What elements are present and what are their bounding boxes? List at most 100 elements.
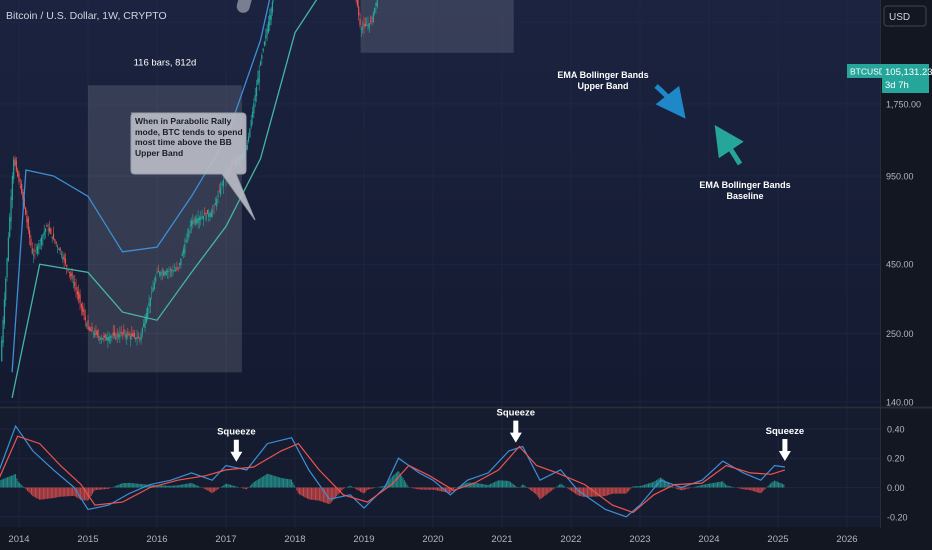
candle-body	[172, 270, 174, 273]
candle-body	[56, 246, 59, 248]
candle-body	[117, 334, 120, 337]
upper-band-annotation: EMA Bollinger Bands Upper Band	[557, 70, 686, 119]
candle-body	[32, 254, 35, 256]
candle-body	[127, 332, 129, 336]
candle-body	[27, 218, 29, 231]
candle-body	[374, 7, 376, 13]
candle-body	[29, 230, 31, 239]
price-tag-countdown: 3d 7h	[885, 80, 909, 91]
candle-body	[71, 272, 73, 280]
oscillator-line-2	[0, 435, 786, 514]
candle-body	[83, 309, 85, 317]
candle-body	[87, 320, 89, 329]
candle-body	[123, 329, 125, 334]
candle-body	[21, 183, 23, 193]
baseline-arrow	[714, 125, 744, 166]
candle-body	[201, 216, 203, 218]
candle-body	[112, 332, 114, 336]
time-tick-label: 2016	[146, 534, 167, 545]
candle-body	[209, 212, 211, 218]
squeeze-arrow-icon	[509, 420, 522, 443]
candle-body	[368, 23, 370, 29]
candle-body	[9, 217, 11, 238]
candle-body	[161, 271, 163, 273]
candle-body	[262, 48, 264, 52]
candle-body	[2, 319, 4, 343]
candle-body	[259, 61, 262, 66]
time-tick-label: 2019	[353, 534, 374, 545]
candle-body	[98, 336, 100, 337]
candle-body	[64, 258, 67, 264]
candle-body	[149, 297, 151, 307]
candle-body	[180, 258, 182, 266]
candle-body	[103, 335, 105, 338]
oscillator-axis[interactable]: 0.40 0.20 0.00 -0.20	[887, 424, 908, 522]
candle-body	[246, 145, 248, 150]
oscillator-pane-background	[0, 409, 880, 527]
candle-body	[90, 329, 92, 331]
candle-body	[169, 269, 171, 271]
candle-body	[84, 316, 86, 321]
candle-body	[148, 302, 150, 307]
candle-body	[205, 214, 207, 220]
candle-body	[371, 18, 373, 19]
candle-body	[91, 326, 93, 332]
oscillator-lines	[0, 424, 786, 518]
price-tag-value: 105,131.23	[885, 67, 932, 78]
candle-body	[113, 331, 116, 336]
price-grid	[0, 0, 880, 528]
candle-body	[35, 249, 37, 250]
candle-body	[266, 28, 268, 36]
candle-body	[143, 323, 145, 327]
candle-body	[96, 331, 98, 336]
candle-body	[82, 306, 84, 312]
currency-label: USD	[889, 12, 910, 23]
candle-body	[217, 195, 219, 197]
candle-body	[194, 219, 197, 224]
candle-body	[140, 333, 142, 341]
candle-body	[210, 212, 213, 217]
candle-body	[375, 2, 377, 6]
candle-body	[54, 239, 56, 242]
candle-body	[11, 175, 13, 201]
candle-body	[94, 333, 96, 336]
price-tick-label: 450.00	[886, 260, 914, 270]
candle-body	[178, 263, 181, 266]
candle-body	[188, 230, 190, 238]
oscillator-histogram	[0, 471, 785, 504]
candle-body	[186, 234, 189, 236]
candle-body	[189, 225, 191, 227]
candle-body	[31, 248, 33, 254]
candle-body	[190, 220, 193, 227]
time-tick-label: 2023	[629, 534, 650, 545]
price-tick-label: 1,750.00	[886, 99, 921, 109]
candle-body	[109, 336, 112, 339]
candle-body	[100, 338, 102, 340]
candle-body	[3, 299, 6, 324]
squeeze-arrow-icon	[230, 439, 243, 462]
cycle-box	[360, 0, 514, 53]
callout-text: When in Parabolic Rally mode, BTC tends …	[135, 116, 243, 158]
candle-body	[25, 207, 27, 215]
candle-body	[251, 111, 254, 118]
candle-body	[182, 248, 185, 254]
symbol-title[interactable]: Bitcoin / U.S. Dollar, 1W, CRYPTO	[6, 10, 167, 22]
candle-body	[75, 286, 77, 291]
candle-body	[170, 270, 173, 272]
candle-body	[92, 332, 94, 334]
candle-body	[135, 337, 137, 340]
time-axis[interactable]: 2014 2015 2016 2017 2018 2019 2020 2021 2022 2023…	[8, 534, 857, 545]
time-tick-label: 2015	[77, 534, 98, 545]
candle-body	[115, 335, 117, 340]
candle-body	[270, 8, 272, 20]
candle-body	[30, 238, 32, 246]
candle-body	[66, 264, 68, 267]
candle-body	[43, 231, 45, 235]
oscillator-line-1	[0, 424, 785, 518]
candle-body	[216, 199, 218, 207]
candle-body	[159, 271, 161, 275]
currency-button[interactable]: USD	[883, 5, 927, 27]
candle-body	[121, 333, 124, 334]
upper-band-line	[11, 0, 271, 373]
